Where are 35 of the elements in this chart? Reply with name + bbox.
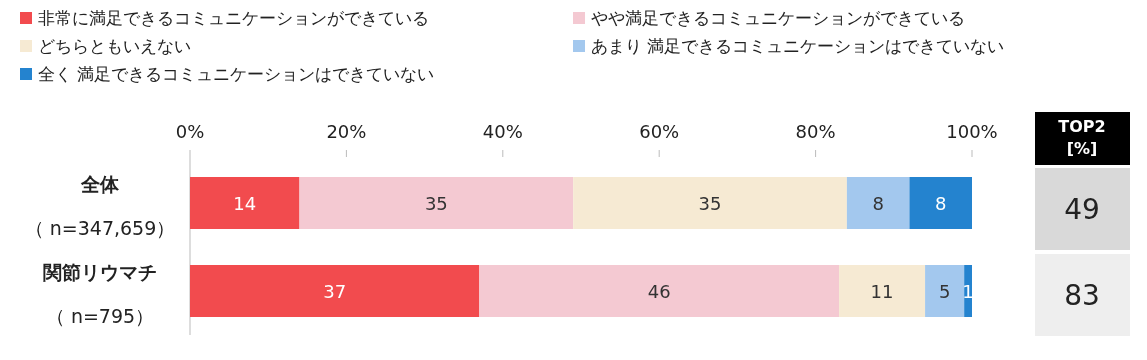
data-label: 37 [323, 281, 347, 302]
text: 83 [1064, 279, 1100, 312]
text: 49 [1064, 193, 1100, 226]
data-label: 11 [870, 281, 894, 302]
bar [839, 265, 926, 317]
bar [190, 265, 480, 317]
data-label: 46 [647, 281, 671, 302]
bar [925, 265, 965, 317]
data-label: 8 [872, 193, 884, 214]
x-tick-label: 60% [639, 121, 680, 142]
y-tick-label: 関節リウマチ（ n=795） [43, 261, 157, 327]
x-tick-label: 0% [175, 121, 205, 142]
data-label: 35 [698, 193, 722, 214]
data-label: 14 [233, 193, 257, 214]
bar [909, 177, 972, 229]
data-label: 5 [938, 281, 951, 302]
legend-label: どちらともいえない [38, 36, 191, 56]
legend-label: 非常に満足できるコミュニケーションができている [38, 8, 429, 28]
bar [479, 265, 840, 317]
x-tick-label: 80% [795, 121, 836, 142]
legend-label: 全く 満足できるコミュニケーションはできていない [38, 64, 435, 84]
bar [846, 177, 910, 229]
bar [190, 177, 300, 229]
legend-label: やや満足できるコミュニケーションができている [591, 8, 965, 28]
x-tick-label: 100% [946, 121, 998, 142]
data-label: 35 [424, 193, 448, 214]
x-tick-label: 20% [326, 121, 367, 142]
x-tick-label: 40% [482, 121, 523, 142]
text: TOP2 [%] [1058, 117, 1106, 158]
y-tick-label: 全体（ n=347,659） [24, 173, 176, 239]
bar [299, 177, 574, 229]
legend-label: あまり 満足できるコミュニケーションはできていない [591, 36, 1005, 56]
bar [573, 177, 847, 229]
data-label: 8 [934, 193, 947, 214]
data-label: 1 [962, 281, 974, 302]
